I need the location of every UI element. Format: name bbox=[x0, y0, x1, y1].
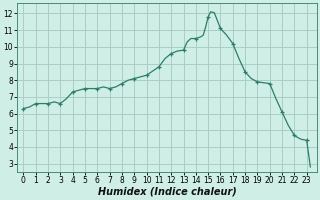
X-axis label: Humidex (Indice chaleur): Humidex (Indice chaleur) bbox=[98, 187, 236, 197]
